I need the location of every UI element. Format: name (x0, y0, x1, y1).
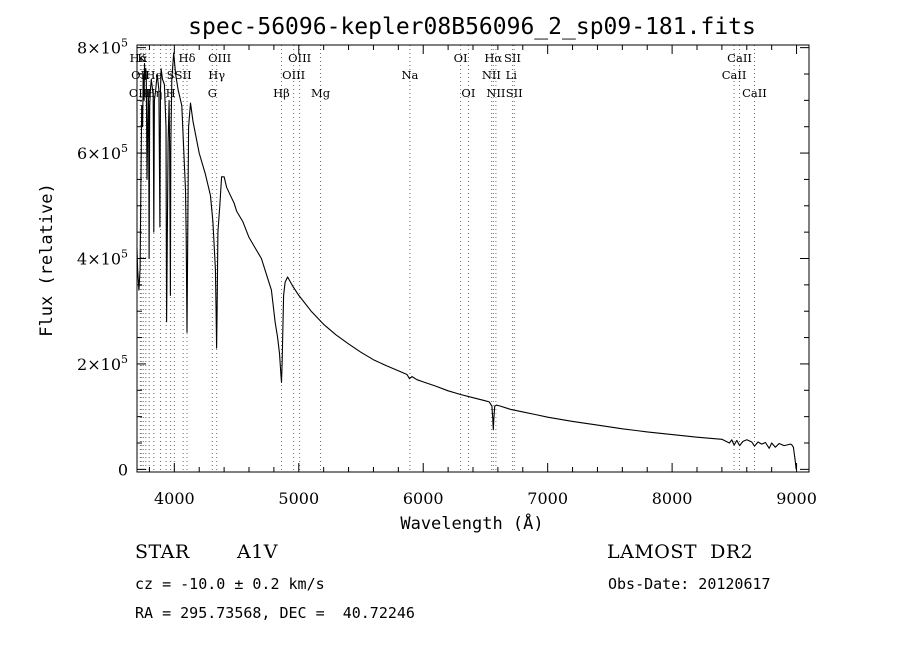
x-axis: 4000 5000 6000 7000 8000 9000 (148, 45, 817, 508)
y-tick-exponent: 5 (121, 353, 128, 366)
plot-frame (136, 44, 810, 473)
x-axis-label: Wavelength (Å) (400, 512, 543, 534)
spectral-line-label: Li (506, 68, 518, 82)
x-tick-label: 6000 (403, 489, 444, 508)
spectral-line-label: SII (175, 68, 192, 82)
object-subclass: A1V (237, 541, 279, 563)
spectral-line-label: OIII (208, 51, 231, 65)
spectral-line-label: Hα (130, 51, 148, 65)
spectral-line-label: Hγ (208, 68, 225, 82)
spectrum-series (136, 52, 797, 470)
y-tick-label: 8×105 (77, 37, 128, 58)
spectral-line-label: K (137, 51, 146, 65)
spectral-line-label: G (208, 86, 217, 100)
y-tick-label: 4×105 (77, 248, 128, 269)
x-tick-label: 4000 (154, 489, 195, 508)
spectral-line-markers (139, 45, 755, 472)
y-tick-label: 2×105 (77, 353, 128, 374)
x-tick-label: 7000 (527, 489, 568, 508)
survey-name: LAMOST DR2 (607, 541, 754, 563)
y-tick-mantissa: 0 (118, 460, 128, 479)
redshift-value: cz = -10.0 ± 0.2 km/s (135, 575, 325, 593)
y-tick-exponent: 5 (121, 142, 128, 155)
x-tick-label: 8000 (652, 489, 693, 508)
spectral-line-label: OIII (282, 68, 305, 82)
y-tick-mantissa: 6×10 (77, 144, 121, 163)
observation-date: Obs-Date: 20120617 (608, 575, 771, 593)
spectral-line-label: He (145, 68, 162, 82)
object-type: STAR (135, 541, 190, 563)
spectral-line-label: CaII (742, 86, 767, 100)
coordinates: RA = 295.73568, DEC = 40.72246 (135, 604, 415, 622)
y-tick-exponent: 5 (121, 248, 128, 261)
spectrum-chart: spec-56096-kepler08B56096_2_sp09-181.fit… (37, 14, 817, 534)
x-tick-label: 5000 (278, 489, 319, 508)
spectral-line-label: Mg (311, 86, 331, 100)
x-tick-label: 9000 (776, 489, 817, 508)
spectral-line-label: NII (482, 68, 501, 82)
chart-title: spec-56096-kepler08B56096_2_sp09-181.fit… (188, 14, 756, 40)
spectral-line-label: SII (504, 51, 521, 65)
spectral-line-label: Na (401, 68, 418, 82)
spectral-line-label: Hδ (179, 51, 196, 65)
spectral-line-label: OI (461, 86, 475, 100)
spectral-line-label: OI (454, 51, 468, 65)
y-tick-label: 6×105 (77, 142, 128, 163)
spectral-line-label: NII (486, 86, 505, 100)
spectral-line-label: CaII (722, 68, 747, 82)
y-tick-mantissa: 8×10 (77, 39, 121, 58)
y-tick-mantissa: 2×10 (77, 355, 121, 374)
y-tick-label: 0 (118, 460, 128, 479)
spectral-line-label: Hβ (273, 86, 290, 100)
spectrum-line (136, 52, 797, 470)
spectral-line-label: Hα (484, 51, 502, 65)
y-axis-label: Flux (relative) (37, 183, 57, 337)
spectral-line-label: SII (506, 86, 523, 100)
y-tick-mantissa: 4×10 (77, 250, 121, 269)
spectral-line-label: OIII (288, 51, 311, 65)
spectral-line-label: S (167, 68, 175, 82)
spectral-line-label: H (166, 86, 176, 100)
spectral-line-label: CaII (727, 51, 752, 65)
y-tick-exponent: 5 (121, 37, 128, 50)
